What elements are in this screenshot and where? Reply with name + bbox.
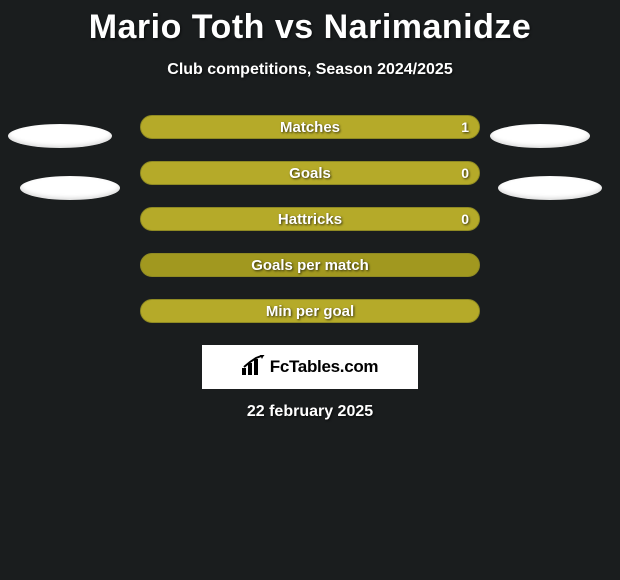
comparison-chart: Matches1 Goals0 Hattricks0 Goals per match M… [140,115,480,323]
stat-bar: Goals0 [140,161,480,185]
stat-bar-fill [141,116,479,138]
decorative-ellipse [8,124,112,148]
stat-bar-value: 1 [461,116,469,138]
subtitle: Club competitions, Season 2024/2025 [0,61,620,79]
brand-badge: FcTables.com [202,345,418,389]
stat-bar-fill [141,300,479,322]
page-title: Mario Toth vs Narimanidze [0,0,620,47]
stat-bar: Goals per match [140,253,480,277]
stat-bar: Hattricks0 [140,207,480,231]
decorative-ellipse [490,124,590,148]
stat-bar-value: 0 [461,208,469,230]
decorative-ellipse [498,176,602,200]
stat-bar-label: Goals per match [141,254,479,276]
stat-bar-fill [141,162,479,184]
stat-bar-value: 0 [461,162,469,184]
stat-bar: Min per goal [140,299,480,323]
bar-chart-icon [242,355,266,380]
decorative-ellipse [20,176,120,200]
stat-bar-fill [141,208,479,230]
stat-bar: Matches1 [140,115,480,139]
brand-text: FcTables.com [270,357,379,377]
date-label: 22 february 2025 [0,403,620,421]
